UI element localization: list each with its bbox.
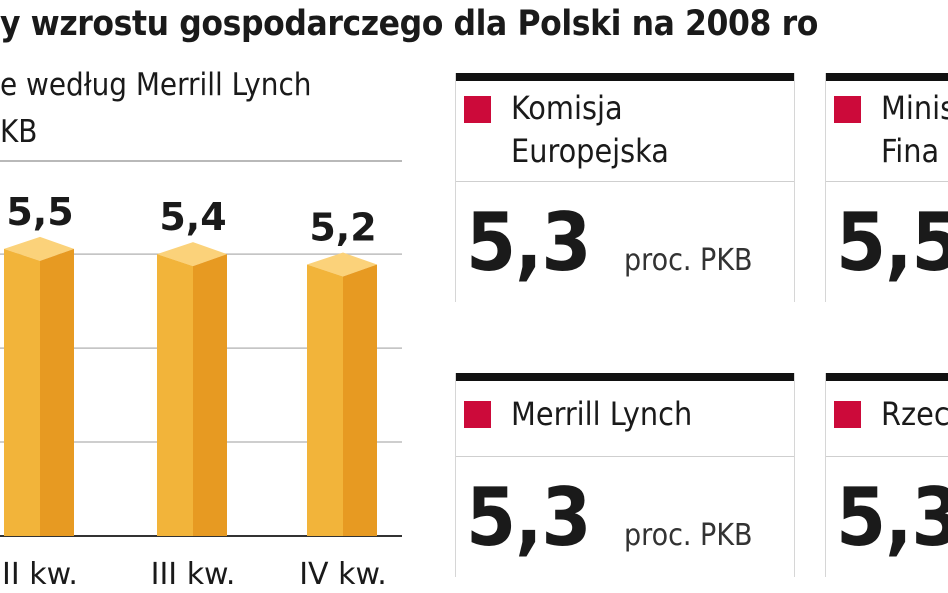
red-square-icon (464, 96, 491, 123)
forecast-card-rzad: Rzec 5,3 (825, 373, 948, 577)
page-title: y wzrostu gospodarczego dla Polski na 20… (0, 4, 818, 44)
bar-value-label: 5,4 (159, 195, 226, 239)
bar-front-0 (4, 248, 40, 536)
bar-front-1 (157, 254, 193, 536)
forecast-source-name: Komisja Europejska (511, 89, 669, 170)
bar-value-label: 5,2 (309, 206, 376, 250)
red-square-icon (834, 401, 861, 428)
category-label: II kw. (2, 557, 78, 592)
red-square-icon (464, 401, 491, 428)
bar-side-0 (40, 248, 74, 536)
card-top-bar (456, 373, 794, 381)
forecast-value: 5,5 (836, 196, 948, 289)
bar-top-1 (157, 242, 227, 267)
bar-front-2 (307, 264, 343, 536)
bar-side-1 (193, 254, 227, 536)
red-square-icon (834, 96, 861, 123)
card-top-bar (826, 73, 948, 81)
forecast-value: 5,3 (466, 196, 591, 289)
forecast-card-ministerstwo-finansow: Minis Fina 5,5 (825, 73, 948, 302)
forecast-value: 5,3 (836, 471, 948, 564)
forecast-unit: proc. PKB (624, 518, 753, 553)
forecast-card-merrill-lynch: Merrill Lynch 5,3 proc. PKB (455, 373, 795, 577)
forecast-source-name: Minis Fina (881, 89, 948, 170)
forecast-source-name: Rzec (881, 395, 948, 433)
bar-top-2 (307, 252, 377, 277)
forecast-value: 5,3 (466, 471, 591, 564)
bar-side-2 (343, 264, 377, 536)
forecast-unit: proc. PKB (624, 243, 753, 278)
bar-chart: 5,5 II kw. 5,4 III kw. 5,2 IV kw. (0, 190, 402, 592)
forecast-card-komisja-europejska: Komisja Europejska 5,3 proc. PKB (455, 73, 795, 302)
card-top-bar (826, 373, 948, 381)
category-label: III kw. (151, 557, 236, 592)
bar-value-label: 5,5 (6, 190, 73, 234)
forecast-source-name: Merrill Lynch (511, 395, 693, 433)
chart-top-rule (0, 160, 402, 162)
category-label: IV kw. (299, 557, 387, 592)
bar-top-0 (4, 236, 74, 261)
card-top-bar (456, 73, 794, 81)
chart-unit-label: KB (0, 114, 38, 150)
chart-subtitle: e według Merrill Lynch (0, 67, 312, 103)
